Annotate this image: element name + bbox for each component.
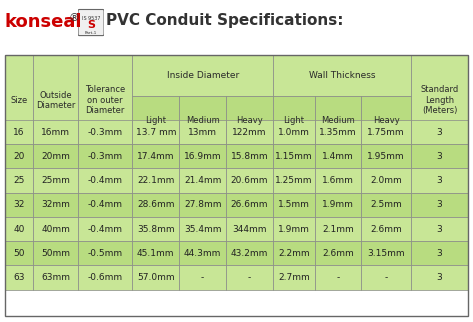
Text: 1.15mm: 1.15mm (275, 152, 313, 161)
Text: 3: 3 (437, 224, 443, 233)
Text: 63mm: 63mm (41, 273, 70, 282)
Text: 2.5mm: 2.5mm (370, 200, 402, 209)
Text: -: - (248, 273, 251, 282)
Text: 43.2mm: 43.2mm (231, 249, 268, 258)
Text: 122mm: 122mm (232, 128, 267, 137)
Text: 1.9mm: 1.9mm (278, 224, 310, 233)
Text: 3.15mm: 3.15mm (368, 249, 405, 258)
Text: 1.5mm: 1.5mm (278, 200, 310, 209)
Text: 20mm: 20mm (41, 152, 70, 161)
Text: -0.4mm: -0.4mm (88, 200, 123, 209)
Text: 32: 32 (13, 200, 25, 209)
Text: 63: 63 (13, 273, 25, 282)
Text: 15.8mm: 15.8mm (231, 152, 268, 161)
Text: 50mm: 50mm (41, 249, 70, 258)
Text: 3: 3 (437, 273, 443, 282)
Text: 2.1mm: 2.1mm (322, 224, 354, 233)
Text: 32mm: 32mm (41, 200, 70, 209)
Text: 2.6mm: 2.6mm (370, 224, 402, 233)
Text: Inside Diameter: Inside Diameter (166, 71, 239, 80)
Text: 13mm: 13mm (188, 128, 217, 137)
Text: -0.6mm: -0.6mm (88, 273, 123, 282)
Text: Standard
Length
(Meters): Standard Length (Meters) (420, 85, 459, 115)
Text: Outside
Diameter: Outside Diameter (36, 91, 75, 110)
Text: 2.7mm: 2.7mm (278, 273, 310, 282)
Text: konseal: konseal (5, 13, 82, 31)
Text: -0.4mm: -0.4mm (88, 176, 123, 185)
Text: 3: 3 (437, 176, 443, 185)
Text: -0.3mm: -0.3mm (88, 128, 123, 137)
Text: 3: 3 (437, 200, 443, 209)
Text: IS 9537: IS 9537 (82, 16, 100, 21)
Text: 50: 50 (13, 249, 25, 258)
Text: 2.0mm: 2.0mm (370, 176, 402, 185)
Text: Medium: Medium (321, 117, 355, 126)
Text: 16: 16 (13, 128, 25, 137)
Text: 1.9mm: 1.9mm (322, 200, 354, 209)
Text: 17.4mm: 17.4mm (137, 152, 175, 161)
Text: Light: Light (283, 117, 304, 126)
Text: 1.4mm: 1.4mm (322, 152, 354, 161)
Text: 2.6mm: 2.6mm (322, 249, 354, 258)
Text: 35.4mm: 35.4mm (184, 224, 221, 233)
Text: Heavy: Heavy (236, 117, 263, 126)
Text: 40: 40 (13, 224, 25, 233)
Text: -: - (385, 273, 388, 282)
Text: 35.8mm: 35.8mm (137, 224, 175, 233)
Text: 25: 25 (13, 176, 25, 185)
Text: 16.9mm: 16.9mm (184, 152, 221, 161)
Text: 27.8mm: 27.8mm (184, 200, 221, 209)
Text: 1.25mm: 1.25mm (275, 176, 313, 185)
Text: 21.4mm: 21.4mm (184, 176, 221, 185)
Text: -0.5mm: -0.5mm (88, 249, 123, 258)
Text: 1.35mm: 1.35mm (319, 128, 357, 137)
Text: 2.2mm: 2.2mm (278, 249, 310, 258)
FancyBboxPatch shape (78, 10, 104, 35)
Text: 13.7 mm: 13.7 mm (136, 128, 176, 137)
Text: Part-1: Part-1 (85, 31, 97, 35)
Text: ®: ® (69, 13, 79, 23)
Text: 3: 3 (437, 249, 443, 258)
Text: Light: Light (145, 117, 166, 126)
Text: S: S (87, 20, 95, 31)
Text: 26.6mm: 26.6mm (231, 200, 268, 209)
Text: 1.6mm: 1.6mm (322, 176, 354, 185)
Text: 1.95mm: 1.95mm (368, 152, 405, 161)
Text: Tolerance
on outer
Diameter: Tolerance on outer Diameter (85, 85, 125, 115)
Text: 344mm: 344mm (232, 224, 267, 233)
Text: 3: 3 (437, 128, 443, 137)
Text: PVC Conduit Specifications:: PVC Conduit Specifications: (106, 13, 344, 28)
Text: 1.0mm: 1.0mm (278, 128, 310, 137)
Text: Medium: Medium (186, 117, 219, 126)
Text: Heavy: Heavy (373, 117, 400, 126)
Text: 57.0mm: 57.0mm (137, 273, 175, 282)
Text: 20: 20 (13, 152, 25, 161)
Text: 25mm: 25mm (41, 176, 70, 185)
Text: 16mm: 16mm (41, 128, 70, 137)
Text: 3: 3 (437, 152, 443, 161)
Text: -0.3mm: -0.3mm (88, 152, 123, 161)
Text: -0.4mm: -0.4mm (88, 224, 123, 233)
Text: 22.1mm: 22.1mm (137, 176, 175, 185)
Text: -: - (201, 273, 204, 282)
Text: 44.3mm: 44.3mm (184, 249, 221, 258)
Text: 40mm: 40mm (41, 224, 70, 233)
Text: 1.75mm: 1.75mm (368, 128, 405, 137)
Text: 28.6mm: 28.6mm (137, 200, 175, 209)
Text: 45.1mm: 45.1mm (137, 249, 175, 258)
Text: 20.6mm: 20.6mm (231, 176, 268, 185)
Text: Size: Size (10, 96, 28, 105)
Text: -: - (336, 273, 340, 282)
Text: Wall Thickness: Wall Thickness (309, 71, 375, 80)
